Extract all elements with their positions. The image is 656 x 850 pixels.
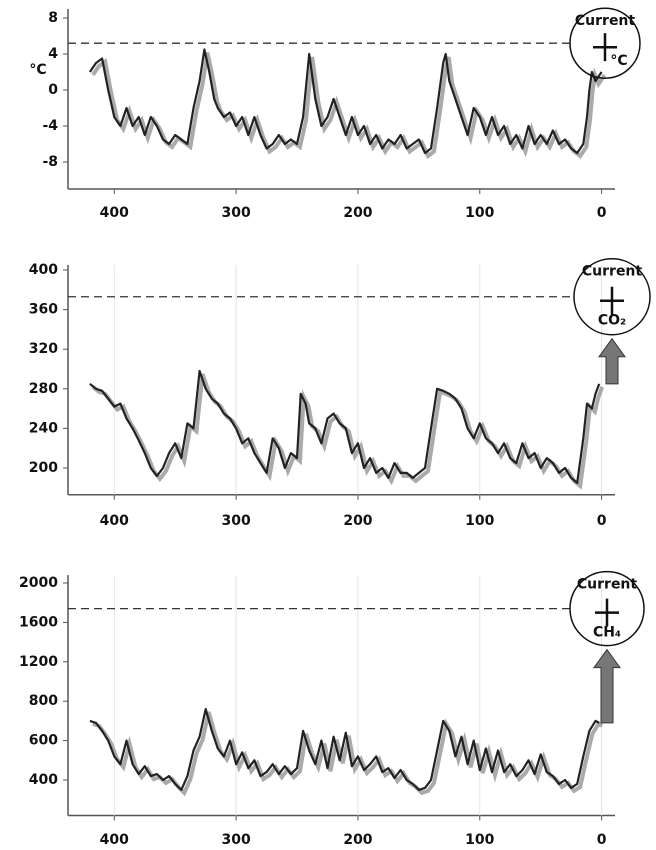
current-label: Current xyxy=(575,13,636,29)
line xyxy=(88,48,603,155)
x-tick-label: 300 xyxy=(222,832,251,848)
y-tick-label: 240 xyxy=(29,420,58,436)
x-tick-label: 100 xyxy=(465,513,494,529)
x-tick-label: 400 xyxy=(100,205,129,221)
line xyxy=(89,369,601,484)
y-tick-label: 4 xyxy=(48,46,58,62)
x-tick-label: 400 xyxy=(100,832,129,848)
current-label: Current xyxy=(582,264,643,280)
y-tick-label: 400 xyxy=(29,772,58,788)
y-tick-label: 200 xyxy=(29,460,58,476)
line-shadow xyxy=(92,711,604,797)
x-tick-label: 300 xyxy=(222,513,251,529)
x-tick-label: 200 xyxy=(343,832,372,848)
current-circle xyxy=(573,257,651,336)
y-tick-label: -4 xyxy=(42,118,58,134)
y-tick-label: -8 xyxy=(42,154,58,170)
y-tick-label: 280 xyxy=(29,381,58,397)
y-tick-label: 400 xyxy=(29,262,58,278)
x-tick-label: 0 xyxy=(597,832,607,848)
y-tick-label: 600 xyxy=(29,733,58,749)
x-tick-label: 200 xyxy=(343,205,372,221)
current-label: Current xyxy=(577,577,638,593)
current-circle xyxy=(569,7,641,79)
x-tick-label: 100 xyxy=(465,832,494,848)
x-tick-label: 200 xyxy=(343,513,372,529)
current-unit: CH₄ xyxy=(593,625,621,641)
current-unit: °C xyxy=(610,53,627,69)
x-tick-label: 400 xyxy=(100,513,129,529)
x-tick-label: 0 xyxy=(597,513,607,529)
y-axis-label: °C xyxy=(29,62,46,78)
arrow xyxy=(598,337,626,385)
line-shadow xyxy=(91,373,605,490)
line xyxy=(89,708,600,791)
y-tick-label: 800 xyxy=(29,693,58,709)
y-tick-label: 320 xyxy=(29,341,58,357)
y-tick-label: 8 xyxy=(48,10,58,26)
y-tick-label: 1600 xyxy=(19,614,58,630)
y-tick-label: 360 xyxy=(29,302,58,318)
arrow xyxy=(593,648,621,724)
x-tick-label: 0 xyxy=(597,205,607,221)
x-tick-label: 300 xyxy=(222,205,251,221)
current-circle xyxy=(569,570,645,647)
x-tick-label: 100 xyxy=(465,205,494,221)
y-tick-label: 2000 xyxy=(19,575,58,591)
line-shadow xyxy=(91,52,607,160)
current-unit: CO₂ xyxy=(598,313,626,329)
y-tick-label: 1200 xyxy=(19,654,58,670)
y-tick-label: 0 xyxy=(48,82,58,98)
